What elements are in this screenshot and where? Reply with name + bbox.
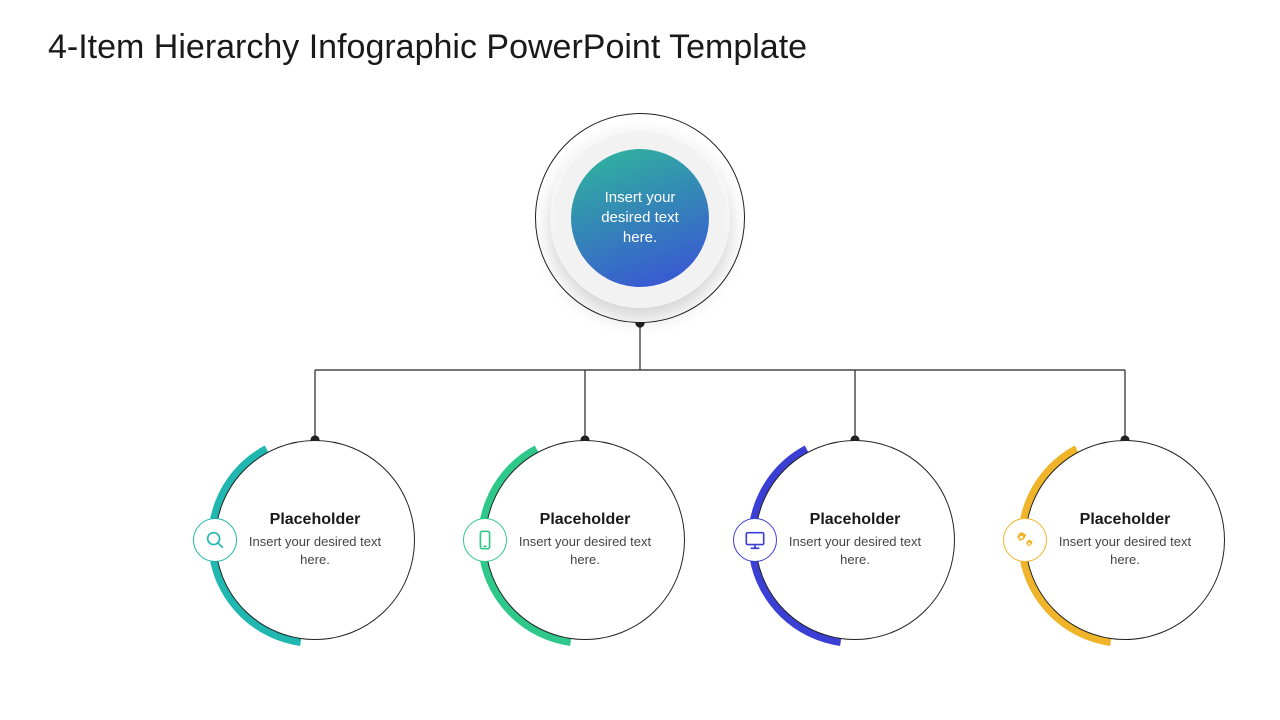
child-title: Placeholder bbox=[810, 511, 901, 529]
child-body: Insert your desired text here. bbox=[1054, 533, 1196, 568]
child-node: Placeholder Insert your desired text here… bbox=[485, 440, 685, 640]
phone-icon bbox=[463, 518, 507, 562]
child-title: Placeholder bbox=[270, 511, 361, 529]
child-circle: Placeholder Insert your desired text here… bbox=[215, 440, 415, 640]
child-circle: Placeholder Insert your desired text here… bbox=[1025, 440, 1225, 640]
child-title: Placeholder bbox=[540, 511, 631, 529]
search-icon bbox=[193, 518, 237, 562]
child-body: Insert your desired text here. bbox=[784, 533, 926, 568]
child-circle: Placeholder Insert your desired text here… bbox=[485, 440, 685, 640]
child-body: Insert your desired text here. bbox=[514, 533, 656, 568]
child-node: Placeholder Insert your desired text here… bbox=[755, 440, 955, 640]
parent-text: Insert your desired text here. bbox=[571, 149, 709, 287]
gears-icon bbox=[1003, 518, 1047, 562]
child-circle: Placeholder Insert your desired text here… bbox=[755, 440, 955, 640]
child-body: Insert your desired text here. bbox=[244, 533, 386, 568]
child-title: Placeholder bbox=[1080, 511, 1171, 529]
child-node: Placeholder Insert your desired text here… bbox=[1025, 440, 1225, 640]
monitor-icon bbox=[733, 518, 777, 562]
child-node: Placeholder Insert your desired text here… bbox=[215, 440, 415, 640]
parent-node: Insert your desired text here. bbox=[535, 113, 745, 323]
